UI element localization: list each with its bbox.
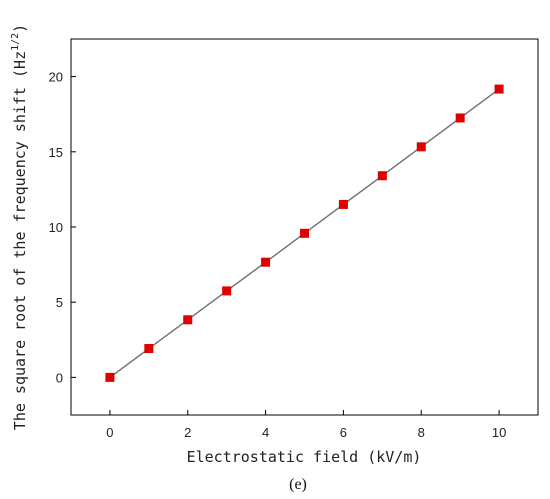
plot-frame <box>70 38 539 416</box>
y-tick-label: 10 <box>49 220 63 235</box>
y-axis-title-superscript: 1/2 <box>10 33 21 51</box>
y-tick-label: 20 <box>49 70 63 85</box>
data-point <box>494 84 504 94</box>
x-tick-label: 4 <box>262 425 269 440</box>
y-axis-title: The square root of the frequency shift (… <box>10 24 29 430</box>
ticks-layer: 0 2 4 6 8 10 0 5 10 15 20 <box>49 70 507 440</box>
data-point <box>377 171 387 181</box>
x-tick-label: 8 <box>418 425 425 440</box>
data-point <box>144 344 154 354</box>
y-tick-label: 15 <box>49 145 63 160</box>
data-point <box>300 228 309 238</box>
data-point <box>105 372 115 382</box>
x-tick-label: 0 <box>106 425 113 440</box>
data-point <box>261 257 271 267</box>
series-layer <box>105 84 504 382</box>
y-tick-label: 0 <box>56 370 63 385</box>
y-tick-label: 5 <box>56 295 63 310</box>
y-axis-title-main: The square root of the frequency shift (… <box>11 51 29 430</box>
data-point <box>416 142 426 152</box>
data-point <box>183 315 193 325</box>
x-tick-label: 6 <box>340 425 347 440</box>
x-tick-label: 10 <box>492 425 506 440</box>
panel-label: (e) <box>289 476 307 493</box>
y-axis-title-close: ) <box>11 24 29 33</box>
data-point <box>455 113 465 123</box>
data-point <box>222 286 232 296</box>
x-axis-title: Electrostatic field (kV/m) <box>187 448 422 466</box>
x-tick-label: 2 <box>184 425 191 440</box>
data-point <box>338 199 348 209</box>
